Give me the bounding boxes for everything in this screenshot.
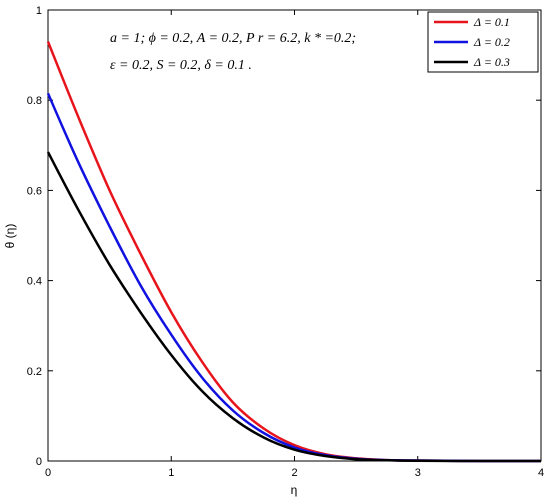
- y-tick-label: 0.6: [27, 185, 42, 197]
- y-tick-label: 0.2: [27, 366, 42, 378]
- x-tick-label: 3: [415, 467, 421, 479]
- plot-area: [47, 9, 542, 462]
- annotation-line-2: ε = 0.2, S = 0.2, δ = 0.1 .: [110, 58, 252, 73]
- y-tick-label: 0.8: [27, 95, 42, 107]
- legend-label-2: Δ = 0.3: [473, 55, 510, 69]
- y-tick-label: 1: [36, 5, 42, 17]
- legend: Δ = 0.1 Δ = 0.2 Δ = 0.3: [427, 11, 539, 73]
- x-tick-label: 2: [291, 467, 297, 479]
- x-axis-label: η: [291, 483, 298, 497]
- annotation-line-1: a = 1; ϕ = 0.2, A = 0.2, P r = 6.2, k * …: [110, 31, 356, 46]
- legend-label-1: Δ = 0.2: [473, 35, 510, 49]
- series-line-2: [46, 151, 541, 463]
- y-tick-label: 0.4: [27, 276, 42, 288]
- x-tick-label: 4: [538, 467, 544, 479]
- series-group: [46, 41, 542, 463]
- legend-label-0: Δ = 0.1: [473, 15, 510, 29]
- x-tick-label: 1: [168, 467, 174, 479]
- x-tick-label: 0: [45, 467, 51, 479]
- axis-ticks: 0 1 2 3 4 0 0.2 0.4 0.6 0.8 1: [27, 5, 544, 479]
- y-axis-label: θ (η): [3, 224, 17, 249]
- y-tick-label: 0: [36, 456, 42, 468]
